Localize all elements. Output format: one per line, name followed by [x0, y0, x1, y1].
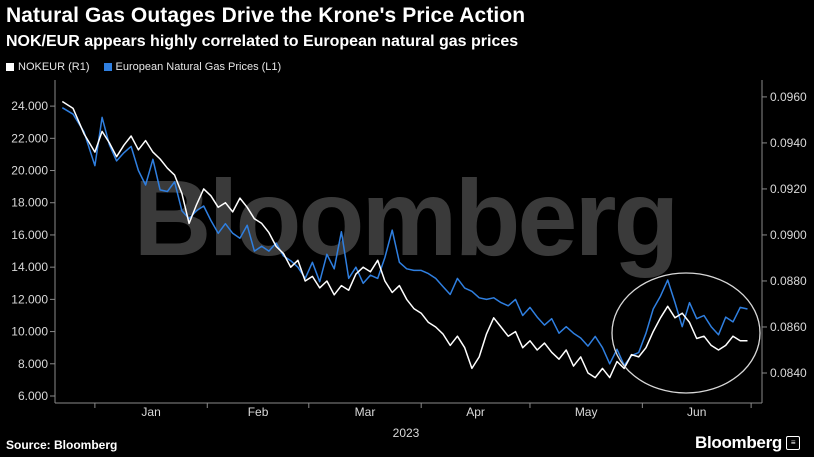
- series-line-nokeur: [61, 100, 748, 379]
- logo-text: Bloomberg: [694, 433, 782, 452]
- y-left-tick-label: 12.000: [11, 292, 48, 306]
- y-right-tick-label: 0.0940: [770, 136, 807, 150]
- plot-axes: [54, 80, 763, 404]
- legend-swatch-gas: [103, 63, 112, 71]
- y-right-tick-label: 0.0900: [770, 228, 807, 242]
- x-ticks: Jan Feb Mar Apr May Jun: [94, 403, 752, 419]
- y-left-tick-label: 10.000: [11, 325, 48, 339]
- bloomberg-logo: Bloomberg ≡: [695, 433, 800, 453]
- bloomberg-terminal-icon: ≡: [786, 436, 800, 450]
- watermark: Bloomberg: [133, 157, 676, 278]
- source-note: Source: Bloomberg: [6, 438, 118, 452]
- y-left-tick-label: 22.000: [11, 131, 48, 145]
- series-line-gas: [61, 107, 748, 367]
- y-left-tick-label: 6.000: [18, 389, 48, 403]
- y-left-tick-label: 8.000: [18, 357, 48, 371]
- legend-label-nokeur: NOKEUR (R1): [18, 61, 90, 73]
- x-tick-label: Apr: [466, 405, 485, 419]
- y-left-tick-label: 18.000: [11, 196, 48, 210]
- x-axis-year-label: 2023: [393, 426, 420, 440]
- x-tick-label: May: [575, 405, 598, 419]
- chart-subtitle: NOK/EUR appears highly correlated to Eur…: [6, 33, 519, 50]
- x-tick-label: Feb: [248, 405, 269, 419]
- y-left-tick-label: 16.000: [11, 228, 48, 242]
- legend-item-gas: European Natural Gas Prices (L1): [103, 61, 282, 73]
- y-right-tick-label: 0.0960: [770, 90, 807, 104]
- chart-title: Natural Gas Outages Drive the Krone's Pr…: [6, 4, 526, 27]
- y-right-ticks: 0.0960 0.0940 0.0920 0.0900 0.0880 0.0860 0.08…: [762, 90, 807, 380]
- y-left-tick-label: 24.000: [11, 99, 48, 113]
- series-layer: [61, 100, 748, 379]
- x-tick-label: Mar: [355, 405, 376, 419]
- y-right-tick-label: 0.0880: [770, 274, 807, 288]
- x-tick-label: Jun: [687, 405, 706, 419]
- legend: NOKEUR (R1) European Natural Gas Prices …: [6, 61, 281, 73]
- x-tick-label: Jan: [141, 405, 160, 419]
- y-right-tick-label: 0.0920: [770, 182, 807, 196]
- y-left-tick-label: 20.000: [11, 164, 48, 178]
- legend-label-gas: European Natural Gas Prices (L1): [115, 61, 282, 73]
- legend-swatch-nokeur: [6, 63, 14, 71]
- y-left-ticks: 24.000 22.000 20.000 18.000 16.000 14.000 12.0…: [11, 99, 55, 403]
- y-left-tick-label: 14.000: [11, 260, 48, 274]
- y-right-tick-label: 0.0860: [770, 320, 807, 334]
- annotation-ellipse: [611, 272, 761, 394]
- legend-item-nokeur: NOKEUR (R1): [6, 61, 90, 73]
- y-right-tick-label: 0.0840: [770, 366, 807, 380]
